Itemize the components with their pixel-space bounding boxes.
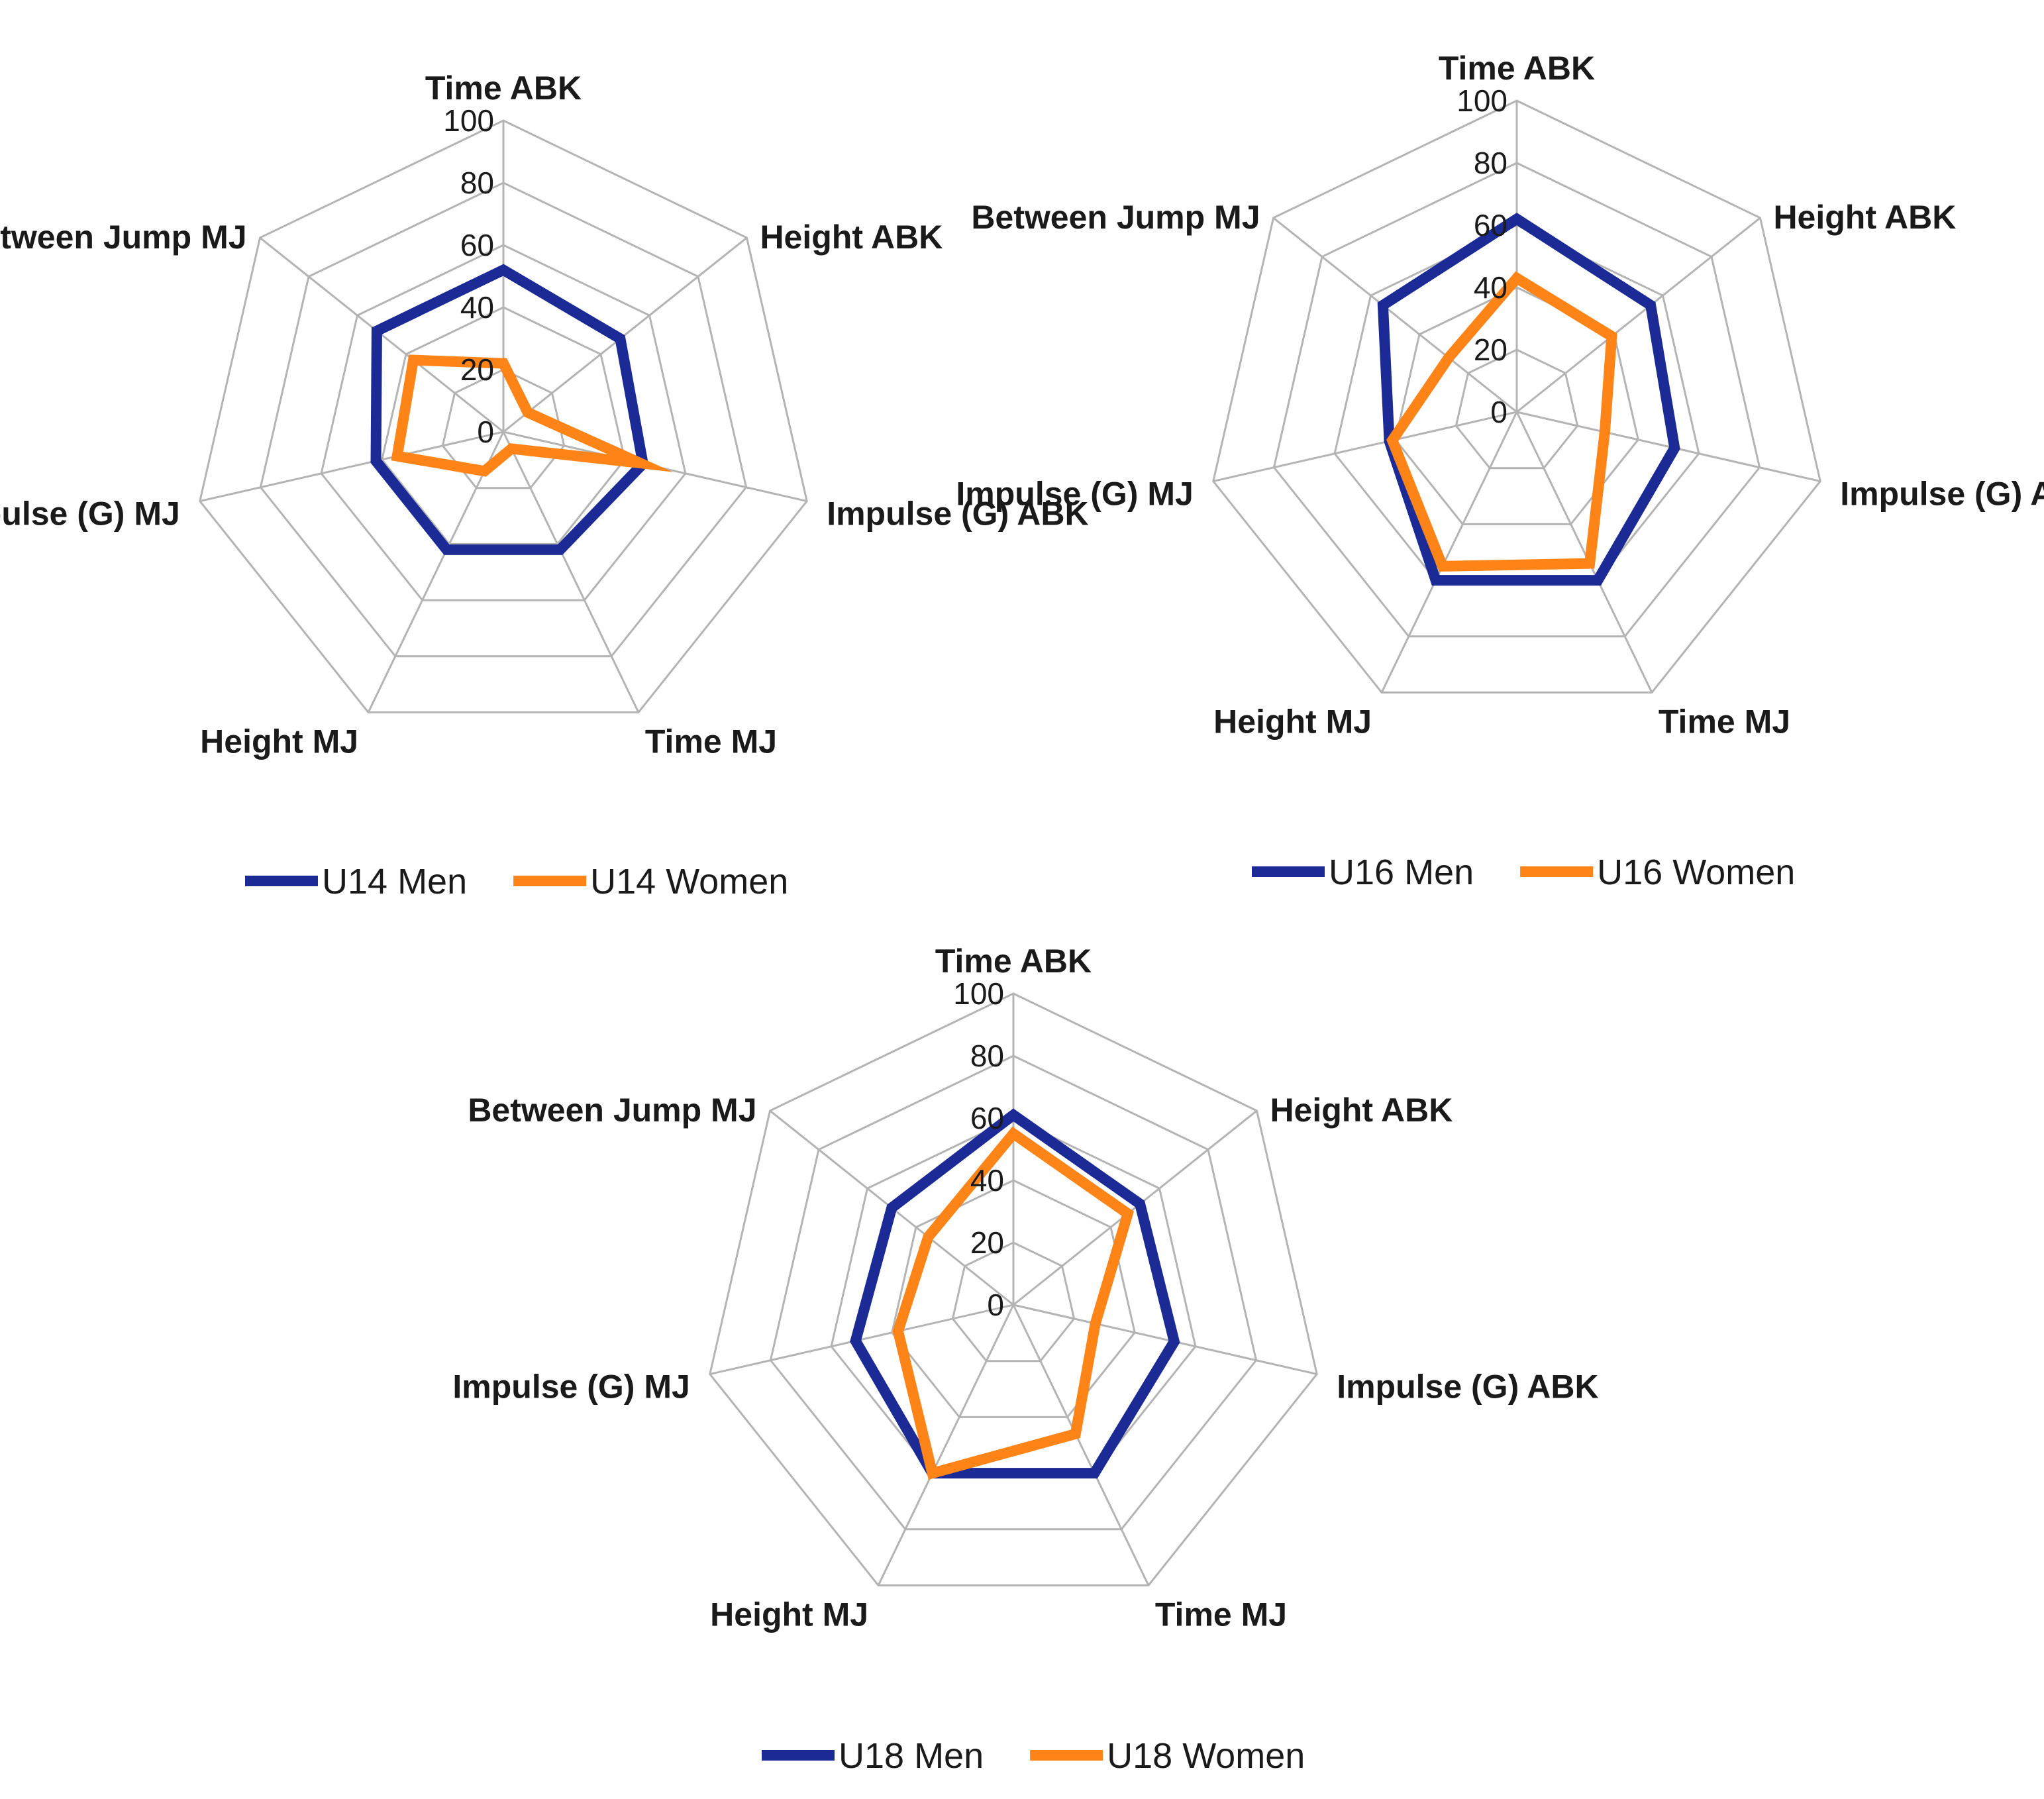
grid-spoke xyxy=(199,431,504,503)
axis-label: Time MJ xyxy=(645,723,777,760)
grid-ring xyxy=(769,1054,1258,1531)
axis-label: Height ABK xyxy=(760,219,943,256)
grid-ring xyxy=(1272,162,1761,638)
grid-ring xyxy=(1455,348,1579,470)
grid-ring xyxy=(951,1241,1076,1362)
grid-spoke xyxy=(709,1304,1014,1376)
grid-spoke xyxy=(1516,217,1761,413)
legend: U16 Men U16 Women xyxy=(1252,852,1795,892)
axis-label: Time MJ xyxy=(1155,1596,1287,1633)
grid-spoke xyxy=(1013,1109,1258,1306)
axis-label: Height ABK xyxy=(1773,199,1956,236)
axis-label: Impulse (G) ABK xyxy=(1337,1368,1598,1406)
tick-label: 0 xyxy=(987,1288,1004,1322)
legend-label: U16 Men xyxy=(1329,852,1474,892)
series-line-u16-women xyxy=(1386,271,1617,572)
tick-label: 60 xyxy=(460,228,494,262)
tick-label: 80 xyxy=(970,1039,1004,1073)
legend-label: U16 Women xyxy=(1597,852,1795,892)
legend-label: U18 Men xyxy=(839,1736,984,1776)
axis-label: Between Jump MJ xyxy=(468,1092,756,1129)
tick-label: 40 xyxy=(970,1163,1004,1198)
grid-spoke xyxy=(503,236,748,433)
series-line-u18-women xyxy=(892,1126,1135,1480)
tick-label: 80 xyxy=(460,166,494,200)
tick-label: 80 xyxy=(1474,146,1507,180)
tick-label: 100 xyxy=(443,103,494,138)
axis-label: Time ABK xyxy=(1439,50,1595,87)
axis-label: Height ABK xyxy=(1270,1092,1453,1129)
tick-label: 40 xyxy=(1474,270,1507,305)
tick-label: 0 xyxy=(477,415,494,449)
legend: U18 Men U18 Women xyxy=(762,1736,1305,1776)
axis-label: Impulse (G) MJ xyxy=(0,495,180,533)
grid-ring xyxy=(259,181,748,658)
tick-label: 100 xyxy=(1456,83,1507,118)
grid-spoke xyxy=(1516,411,1821,483)
grid-ring xyxy=(1394,286,1639,525)
grid-spoke xyxy=(1380,411,1518,694)
series-line-u18-men xyxy=(850,1108,1180,1479)
grid-ring xyxy=(1212,99,1821,694)
grid-spoke xyxy=(1013,1304,1317,1376)
grid-spoke xyxy=(367,431,505,713)
grid-ring xyxy=(199,119,808,713)
series-line-u14-women xyxy=(391,354,673,477)
tick-label: 100 xyxy=(953,976,1004,1011)
legend-label: U14 Men xyxy=(322,862,467,901)
grid-ring xyxy=(441,368,566,489)
legend-label: U14 Women xyxy=(590,862,788,901)
tick-label: 20 xyxy=(1474,333,1507,367)
axis-label: Between Jump MJ xyxy=(0,219,247,256)
axis-label: Impulse (G) MJ xyxy=(452,1368,690,1406)
tick-label: 40 xyxy=(460,290,494,325)
axis-label: Impulse (G) ABK xyxy=(827,495,1088,533)
legend-label: U18 Women xyxy=(1107,1736,1305,1776)
axis-label: Height MJ xyxy=(1213,703,1372,740)
grid-spoke xyxy=(1012,1304,1150,1586)
axis-label: Time MJ xyxy=(1659,703,1790,740)
legend: U14 Men U14 Women xyxy=(245,862,788,901)
axis-label: Between Jump MJ xyxy=(971,199,1260,236)
grid-ring xyxy=(381,306,626,545)
axis-label: Height MJ xyxy=(710,1596,868,1633)
axis-label: Impulse (G) ABK xyxy=(1840,476,2044,513)
tick-label: 20 xyxy=(970,1225,1004,1260)
series-line-u14-men xyxy=(370,264,649,555)
grid-ring xyxy=(320,244,687,601)
grid-spoke xyxy=(1272,217,1517,413)
axis-label: Time ABK xyxy=(935,943,1092,980)
grid-spoke xyxy=(1515,411,1653,694)
tick-label: 0 xyxy=(1490,395,1507,429)
grid-spoke xyxy=(502,431,640,713)
axis-label: Height MJ xyxy=(200,723,358,760)
tick-label: 60 xyxy=(970,1101,1004,1135)
tick-label: 60 xyxy=(1474,208,1507,242)
grid-ring xyxy=(709,992,1318,1586)
series-line-u16-men xyxy=(1377,213,1680,586)
axis-label: Time ABK xyxy=(425,70,582,107)
grid-spoke xyxy=(877,1304,1015,1586)
grid-spoke xyxy=(1213,411,1517,483)
axis-label: Impulse (G) MJ xyxy=(956,476,1193,513)
tick-label: 20 xyxy=(460,352,494,387)
